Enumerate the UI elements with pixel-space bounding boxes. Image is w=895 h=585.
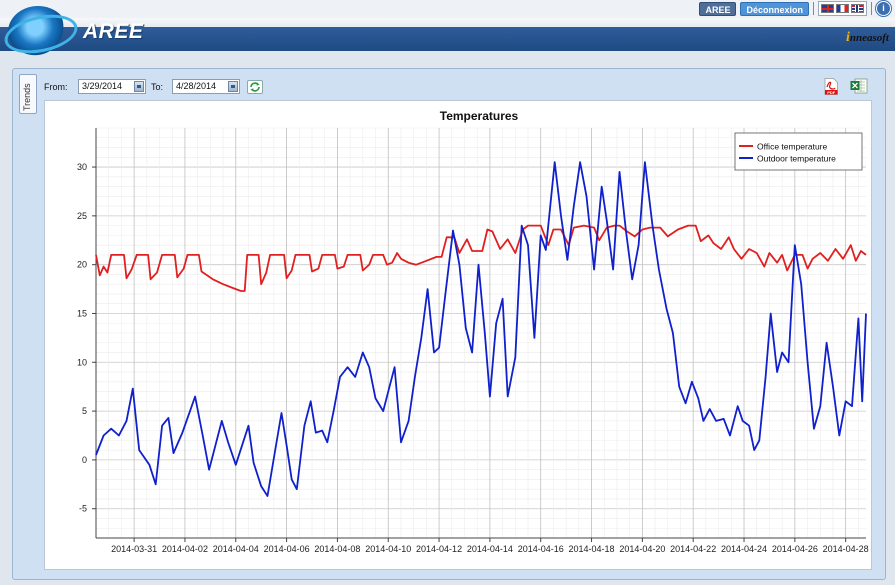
globe-logo-icon	[8, 6, 68, 58]
tab-trends[interactable]: Trends	[19, 74, 37, 114]
chart-container: Temperatures -5 0 5 10 15 20 25 30 2014-03-31 20…	[44, 100, 872, 570]
to-date-field[interactable]: 4/28/2014	[172, 79, 240, 94]
chart-axes	[95, 128, 866, 539]
x-tick-label: 2014-04-06	[264, 544, 310, 554]
chart-lines	[95, 161, 867, 497]
french-flag-icon[interactable]	[836, 4, 849, 13]
y-tick-label: -5	[79, 504, 87, 514]
export-pdf-button[interactable]: PDF	[824, 78, 838, 95]
x-tick-label: 2014-04-16	[518, 544, 564, 554]
banner-bar	[0, 27, 895, 51]
x-tick-label: 2014-04-08	[314, 544, 360, 554]
x-tick-label: 2014-04-10	[365, 544, 411, 554]
chart-grid	[95, 127, 866, 539]
legend-box	[734, 132, 863, 171]
brand-title: AREE	[83, 20, 144, 43]
pdf-icon-label: PDF	[827, 90, 836, 95]
top-links: AREE Déconnexion i	[699, 1, 891, 16]
chart-title: Temperatures	[440, 109, 519, 123]
info-icon[interactable]: i	[876, 1, 891, 16]
x-tick-label: 2014-04-20	[619, 544, 665, 554]
legend-label-outdoor: Outdoor temperature	[757, 154, 836, 164]
tab-trends-label: Trends	[22, 83, 32, 111]
to-label: To:	[151, 82, 164, 92]
y-tick-label: 10	[77, 357, 87, 367]
pdf-icon: PDF	[824, 78, 838, 95]
y-tick-label: 5	[82, 406, 87, 416]
series-line-outdoor-temperature	[95, 161, 867, 497]
from-label: From:	[44, 82, 68, 92]
x-tick-label: 2014-04-04	[213, 544, 259, 554]
x-tick-label: 2014-04-02	[162, 544, 208, 554]
y-tick-label: 20	[77, 260, 87, 270]
from-calendar-icon[interactable]	[134, 81, 144, 92]
english-flag-icon[interactable]	[821, 4, 834, 13]
vendor-logo-initial: i	[845, 30, 850, 45]
y-tick-label: 30	[77, 162, 87, 172]
x-tick-label: 2014-04-12	[416, 544, 462, 554]
logout-button[interactable]: Déconnexion	[740, 1, 809, 16]
refresh-icon	[250, 82, 260, 92]
x-tick-label: 2014-04-18	[569, 544, 615, 554]
chart-legend: Office temperature Outdoor temperature	[734, 132, 863, 171]
vendor-logo-text: nneasoft	[849, 32, 889, 44]
y-tick-label: 25	[77, 211, 87, 221]
x-tick-label: 2014-04-28	[823, 544, 869, 554]
series-line-office-temperature	[95, 224, 867, 292]
legend-label-office: Office temperature	[757, 142, 828, 152]
x-tick-label: 2014-04-22	[670, 544, 716, 554]
x-axis-ticks: 2014-03-31 2014-04-02 2014-04-04 2014-04-06…	[111, 538, 869, 554]
vendor-logo: inneasoft	[846, 30, 889, 46]
top-strip	[0, 0, 895, 18]
to-calendar-icon[interactable]	[228, 81, 238, 92]
x-tick-label: 2014-04-14	[467, 544, 513, 554]
x-tick-label: 2014-04-26	[772, 544, 818, 554]
aree-button[interactable]: AREE	[699, 1, 737, 16]
excel-icon	[850, 78, 868, 94]
x-tick-label: 2014-03-31	[111, 544, 157, 554]
x-tick-label: 2014-04-24	[721, 544, 767, 554]
y-tick-label: 15	[77, 308, 87, 318]
y-axis-ticks: -5 0 5 10 15 20 25 30	[77, 162, 96, 514]
separator	[871, 2, 872, 15]
export-excel-button[interactable]	[850, 78, 868, 94]
refresh-button[interactable]	[247, 80, 263, 94]
norwegian-flag-icon[interactable]	[851, 4, 864, 13]
language-flags	[818, 1, 867, 16]
separator	[813, 2, 814, 15]
y-tick-label: 0	[82, 455, 87, 465]
from-date-field[interactable]: 3/29/2014	[78, 79, 146, 94]
